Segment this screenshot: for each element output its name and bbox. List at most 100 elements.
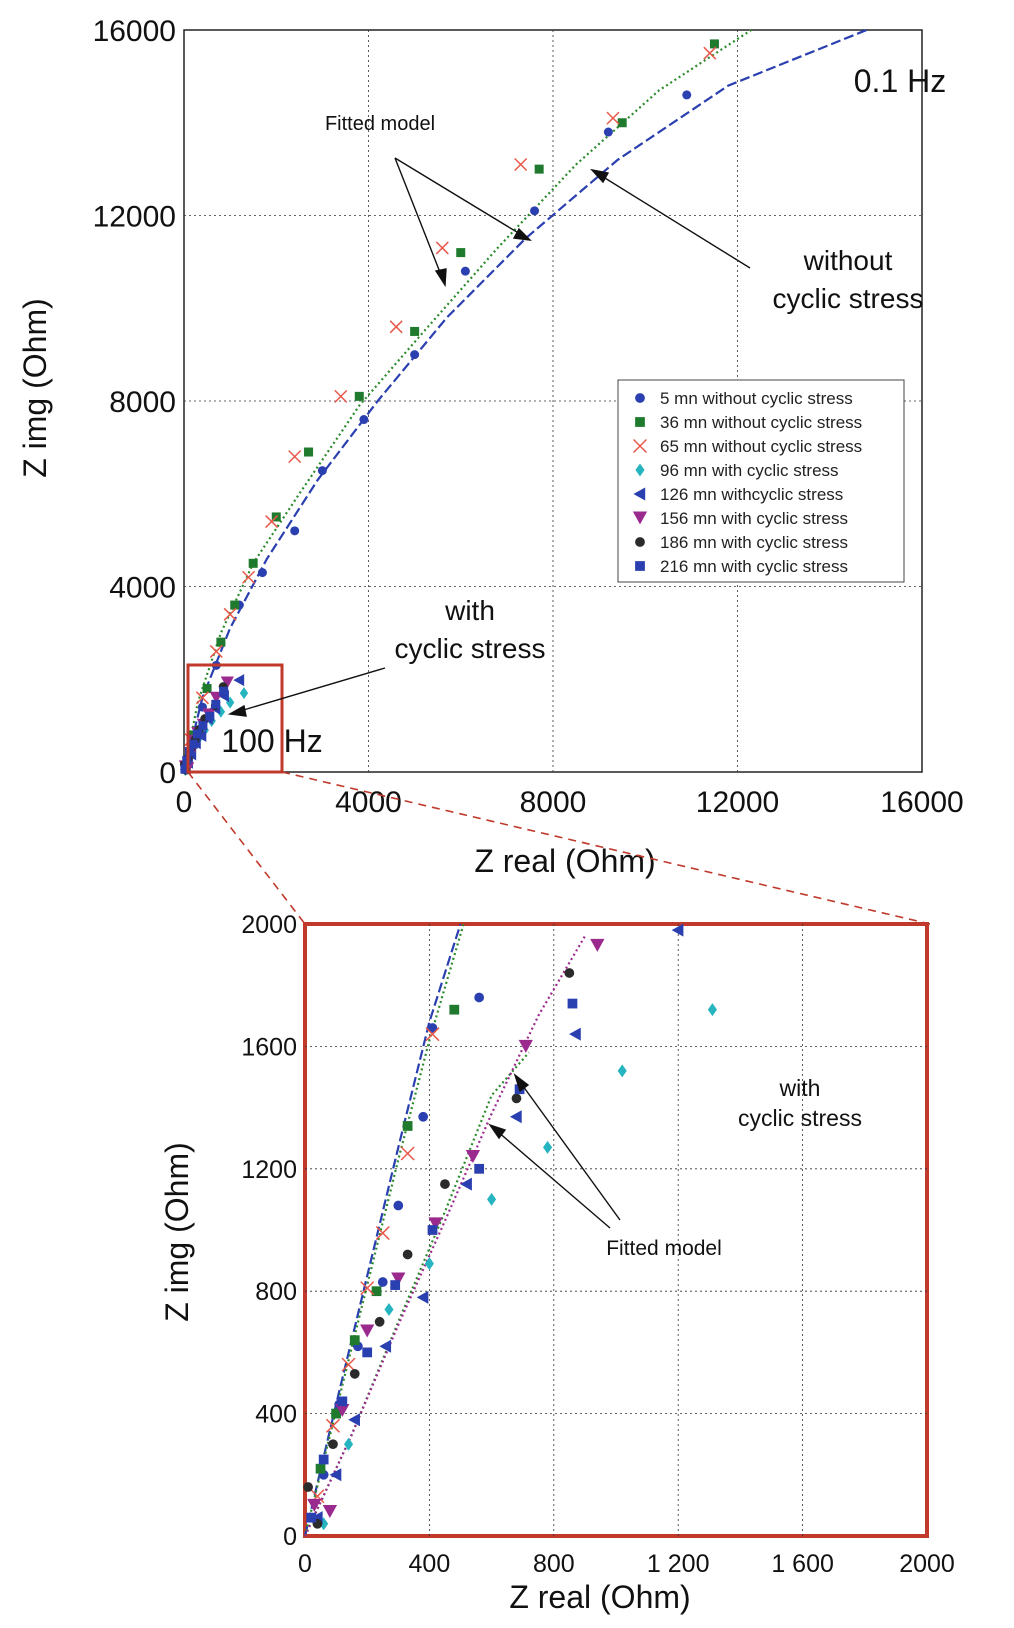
inset-data-point-s7 — [390, 1280, 401, 1290]
x-tick-label: 16000 — [880, 786, 963, 819]
main-x-axis-label: Z real (Ohm) — [474, 843, 655, 879]
inset-data-point-s6 — [440, 1179, 450, 1189]
inset-data-point-s6 — [402, 1249, 413, 1260]
legend-box — [617, 379, 905, 583]
data-point-s7 — [219, 686, 229, 696]
fitted-model-line-1 — [182, 29, 752, 773]
annotation-low-freq: 0.1 Hz — [854, 63, 946, 99]
legend-label: 216 mn with cyclic stress — [660, 557, 848, 576]
data-point-s1 — [617, 118, 627, 128]
inset-data-point-s5 — [465, 1150, 481, 1164]
data-point-s7 — [205, 711, 215, 721]
inset-data-point-s4 — [329, 1468, 342, 1482]
data-point-s1 — [354, 391, 364, 401]
x-tick-label: 0 — [298, 1550, 312, 1578]
legend-marker — [632, 438, 648, 454]
annotation-fitted-model: Fitted model — [325, 113, 435, 135]
inset-data-point-s3 — [319, 1517, 329, 1531]
inset-annotation-fitted-model: Fitted model — [606, 1237, 722, 1260]
inset-data-point-s0 — [393, 1200, 404, 1211]
inset-y-tick-labels: 0 400 800 1200 1600 2000 — [241, 911, 297, 1551]
inset-data-point-s3 — [343, 1437, 354, 1451]
data-point-s2 — [223, 607, 237, 621]
y-tick-label: 1200 — [241, 1156, 297, 1184]
inset-data-point-s7 — [318, 1454, 329, 1465]
data-point-s2 — [703, 46, 717, 60]
inset-data-point-s6 — [374, 1316, 385, 1327]
y-tick-label: 0 — [159, 757, 176, 790]
inset-data-point-s5 — [590, 938, 605, 952]
data-point-s0 — [359, 415, 369, 425]
data-point-s1 — [534, 164, 544, 174]
inset-data-point-s4 — [509, 1110, 522, 1124]
inset-data-point-s7 — [337, 1396, 348, 1407]
main-y-tick-labels: 0 4000 8000 12000 16000 — [93, 15, 176, 790]
legend-label: 65 mn without cyclic stress — [660, 437, 862, 456]
legend-label: 36 mn without cyclic stress — [660, 413, 862, 432]
inset-data-point-s3 — [487, 1192, 497, 1206]
inset-x-tick-labels: 0 400 800 1 200 1 600 2000 — [298, 1550, 955, 1578]
inset-data-point-s1 — [315, 1463, 326, 1474]
y-tick-label: 16000 — [93, 15, 176, 48]
inset-data-point-s5 — [360, 1324, 375, 1338]
x-tick-label: 2000 — [899, 1550, 955, 1578]
legend-label: 186 mn with cyclic stress — [660, 533, 848, 552]
data-point-s0 — [460, 266, 470, 276]
arrow-without — [591, 169, 751, 269]
data-point-s2 — [288, 450, 302, 464]
x-tick-label: 1 600 — [771, 1550, 834, 1578]
data-point-s7 — [185, 747, 195, 757]
inset-data-point-s6 — [303, 1482, 313, 1492]
y-tick-label: 12000 — [93, 201, 176, 234]
inset-data-point-s4 — [671, 923, 684, 937]
data-point-s2 — [606, 111, 620, 125]
y-tick-label: 0 — [283, 1523, 297, 1551]
inset-data-point-s7 — [474, 1163, 485, 1174]
inset-data-point-s0 — [377, 1277, 388, 1287]
inset-data-point-s1 — [349, 1335, 360, 1346]
inset-arrowhead-2 — [488, 1123, 507, 1140]
legend-marker — [632, 511, 648, 525]
data-point-s2 — [514, 157, 528, 172]
inset-arrow-1 — [514, 1074, 621, 1221]
inset-data-point-s6 — [511, 1093, 522, 1104]
inset-data-point-s0 — [418, 1111, 429, 1122]
inset-data-point-s4 — [460, 1177, 472, 1191]
annotation-without-line1: without — [803, 245, 893, 276]
inset-data-point-s3 — [707, 1003, 717, 1017]
zoom-region-box — [186, 663, 284, 774]
inset-plot-frame — [303, 922, 929, 1538]
annotation-without-line2: cyclic stress — [773, 283, 924, 314]
data-point-s2 — [389, 320, 403, 334]
legend-marker — [635, 417, 645, 427]
main-fitted-lines — [182, 28, 868, 773]
x-tick-label: 4000 — [335, 786, 402, 819]
y-tick-label: 400 — [255, 1401, 297, 1429]
annotation-with-line1: with — [444, 595, 495, 626]
x-tick-label: 1 200 — [647, 1550, 710, 1578]
inset-data-point-s1 — [371, 1286, 382, 1297]
data-point-s3 — [225, 696, 235, 709]
arrow-fitted-1 — [394, 157, 446, 286]
data-point-s2 — [334, 389, 348, 403]
inset-annotation-with-line1: with — [779, 1075, 821, 1101]
x-tick-label: 400 — [409, 1550, 451, 1578]
legend-label: 156 mn with cyclic stress — [660, 509, 848, 528]
inset-data-point-s5 — [518, 1039, 533, 1053]
data-point-s1 — [230, 600, 240, 610]
data-point-s3 — [239, 687, 249, 700]
inset-data-point-s7 — [362, 1347, 373, 1358]
inset-plot: 0 400 800 1 200 1 600 2000 040080012001600200… — [159, 911, 955, 1615]
data-point-s1 — [410, 326, 420, 336]
inset-data-point-s2 — [375, 1226, 390, 1241]
data-point-s7 — [180, 764, 190, 774]
legend-marker — [633, 487, 646, 501]
inset-data-point-s0 — [474, 992, 485, 1003]
data-point-s7 — [211, 699, 221, 709]
fitted-model-line-2 — [303, 923, 465, 1537]
inset-data-point-s0 — [427, 1023, 438, 1033]
arrowhead-fitted-2 — [512, 227, 532, 241]
inset-data-point-s4 — [379, 1339, 392, 1353]
arrow-with — [229, 667, 386, 715]
